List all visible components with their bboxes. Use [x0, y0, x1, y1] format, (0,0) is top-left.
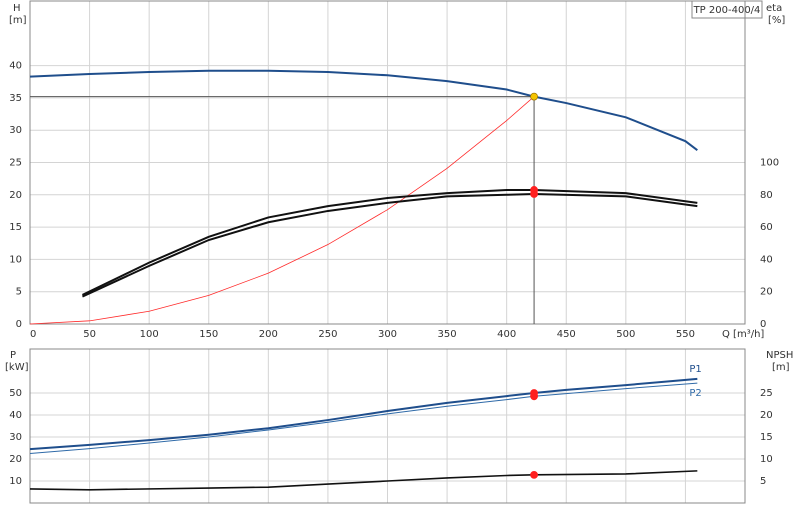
x-tick-label: 100	[140, 329, 159, 340]
y2-tick-label: 15	[760, 432, 773, 443]
y-tick-label: 35	[9, 93, 22, 104]
y-tick-label: 50	[9, 388, 22, 399]
y2-tick-label: 40	[760, 254, 773, 265]
curve-label: P1	[689, 364, 701, 375]
x-tick-label: 350	[438, 329, 457, 340]
curve	[29, 377, 698, 451]
y-tick-label: 10	[9, 254, 22, 265]
y2-unit: [m]	[772, 362, 790, 373]
y-tick-label: 30	[9, 125, 22, 136]
operating-point	[530, 92, 538, 101]
y-tick-label: 20	[9, 190, 22, 201]
y2-label: eta	[766, 3, 782, 14]
y-tick-label: 40	[9, 410, 22, 421]
x-tick-label: 200	[259, 329, 278, 340]
y2-tick-label: 20	[760, 410, 773, 421]
y-tick-label: 40	[9, 61, 22, 72]
y-unit: [m]	[9, 15, 27, 26]
curve	[29, 96, 535, 325]
y-tick-label: 25	[9, 158, 22, 169]
y2-unit: [%]	[768, 15, 785, 26]
chart-title: TP 200-400/4	[693, 5, 761, 16]
curve	[29, 382, 698, 454]
x-tick-label: 500	[616, 329, 635, 340]
x-tick-label: 400	[497, 329, 516, 340]
y2-tick-label: 10	[760, 454, 773, 465]
x-tick-label: 50	[83, 329, 96, 340]
y2-tick-label: 25	[760, 388, 773, 399]
x-tick-label: 0	[30, 329, 36, 340]
y-label: H	[13, 3, 21, 14]
y-tick-label: 0	[16, 319, 22, 330]
y2-tick-label: 0	[760, 319, 766, 330]
x-tick-label: 250	[318, 329, 337, 340]
y-tick-label: 5	[16, 287, 22, 298]
plot-frame	[29, 348, 746, 504]
y-label: P	[10, 350, 16, 361]
curve	[81, 188, 698, 296]
x-tick-label: 300	[378, 329, 397, 340]
y2-label: NPSH	[766, 350, 793, 361]
curve	[29, 470, 698, 491]
y-tick-label: 30	[9, 432, 22, 443]
x-tick-label: 550	[676, 329, 695, 340]
y-unit: [kW]	[5, 362, 29, 373]
y2-tick-label: 80	[760, 190, 773, 201]
y2-tick-label: 60	[760, 222, 773, 233]
y2-tick-label: 100	[760, 158, 779, 169]
y2-tick-label: 20	[760, 287, 773, 298]
x-tick-label: 150	[199, 329, 218, 340]
curve	[29, 69, 698, 152]
operating-point	[530, 392, 538, 401]
x-tick-label: 450	[557, 329, 576, 340]
y-tick-label: 15	[9, 222, 22, 233]
curve-label: P2	[689, 388, 701, 399]
y-tick-label: 20	[9, 454, 22, 465]
y-tick-label: 10	[9, 476, 22, 487]
operating-point	[530, 190, 538, 198]
plot-frame	[29, 0, 746, 325]
x-label: Q [m³/h]	[722, 329, 764, 340]
y2-tick-label: 5	[760, 476, 766, 487]
operating-point	[530, 470, 538, 479]
curve	[82, 192, 698, 298]
